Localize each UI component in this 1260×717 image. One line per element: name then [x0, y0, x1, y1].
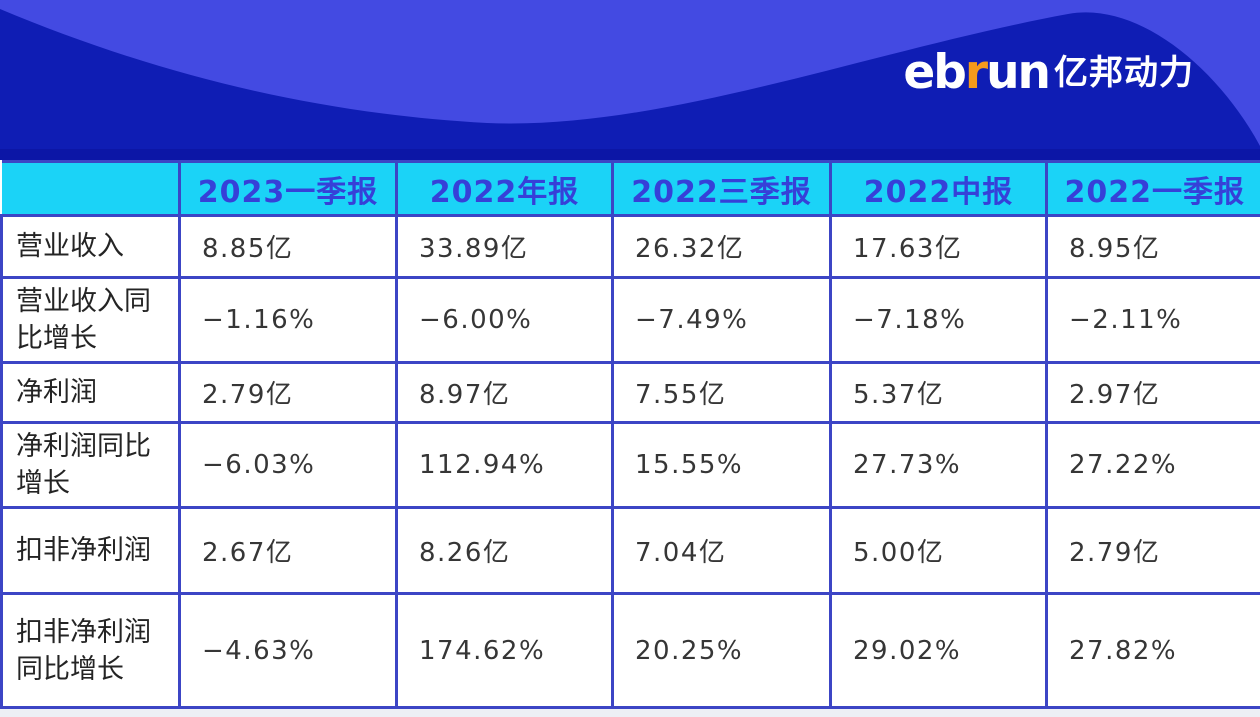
row-metric-label: 营业收入	[2, 216, 180, 278]
table-cell: 2.67亿	[180, 508, 397, 594]
row-metric-label: 净利润	[2, 363, 180, 423]
table-row: 净利润同比增长 −6.03% 112.94% 15.55% 27.73% 27.…	[2, 423, 1260, 508]
ebrun-logo-chinese: 亿邦动力	[1054, 56, 1194, 90]
table-cell: 33.89亿	[397, 216, 613, 278]
table-cell: 8.85亿	[180, 216, 397, 278]
table-cell: −6.00%	[397, 278, 613, 363]
row-metric-label: 净利润同比增长	[2, 423, 180, 508]
table-cell: 112.94%	[397, 423, 613, 508]
table-row: 营业收入 8.85亿 33.89亿 26.32亿 17.63亿 8.95亿	[2, 216, 1260, 278]
table-cell: −4.63%	[180, 594, 397, 708]
table-cell: 5.37亿	[831, 363, 1047, 423]
table-cell: 29.02%	[831, 594, 1047, 708]
financial-table: 2023一季报 2022年报 2022三季报 2022中报 2022一季报 营业…	[0, 160, 1260, 709]
table-cell: 17.63亿	[831, 216, 1047, 278]
table-cell: 27.73%	[831, 423, 1047, 508]
header-cell-period-2022h1: 2022中报	[831, 162, 1047, 216]
table-cell: −7.18%	[831, 278, 1047, 363]
row-metric-label: 扣非净利润同比增长	[2, 594, 180, 708]
table-cell: 8.26亿	[397, 508, 613, 594]
ebrun-logo-latin: ebrun	[903, 49, 1049, 96]
table-cell: 27.22%	[1047, 423, 1260, 508]
table-cell: 2.79亿	[1047, 508, 1260, 594]
header-cell-period-2022fy: 2022年报	[397, 162, 613, 216]
table-row: 净利润 2.79亿 8.97亿 7.55亿 5.37亿 2.97亿	[2, 363, 1260, 423]
header-banner: ebrun 亿邦动力	[0, 0, 1260, 160]
table-cell: 5.00亿	[831, 508, 1047, 594]
table-body: 营业收入 8.85亿 33.89亿 26.32亿 17.63亿 8.95亿 营业…	[2, 216, 1260, 708]
table-cell: 26.32亿	[613, 216, 831, 278]
table-cell: −6.03%	[180, 423, 397, 508]
table-cell: −7.49%	[613, 278, 831, 363]
logo-text-un: un	[986, 45, 1049, 100]
logo-text-r-accent: r	[965, 45, 986, 100]
table-row: 扣非净利润 2.67亿 8.26亿 7.04亿 5.00亿 2.79亿	[2, 508, 1260, 594]
ebrun-logo: ebrun 亿邦动力	[903, 49, 1194, 96]
row-metric-label: 营业收入同比增长	[2, 278, 180, 363]
header-cell-period-2022q1: 2022一季报	[1047, 162, 1260, 216]
table-cell: 2.79亿	[180, 363, 397, 423]
table-cell: −1.16%	[180, 278, 397, 363]
table-cell: 15.55%	[613, 423, 831, 508]
table-cell: 7.04亿	[613, 508, 831, 594]
table-cell: 2.97亿	[1047, 363, 1260, 423]
header-cell-period-2022q3: 2022三季报	[613, 162, 831, 216]
table-cell: 174.62%	[397, 594, 613, 708]
table-cell: −2.11%	[1047, 278, 1260, 363]
table-cell: 8.95亿	[1047, 216, 1260, 278]
header-cell-corner	[2, 162, 180, 216]
table-cell: 20.25%	[613, 594, 831, 708]
header-cell-period-2023q1: 2023一季报	[180, 162, 397, 216]
table-header-row: 2023一季报 2022年报 2022三季报 2022中报 2022一季报	[2, 162, 1260, 216]
table-row: 扣非净利润同比增长 −4.63% 174.62% 20.25% 29.02% 2…	[2, 594, 1260, 708]
table-cell: 27.82%	[1047, 594, 1260, 708]
table-cell: 8.97亿	[397, 363, 613, 423]
logo-text-eb: eb	[903, 45, 965, 100]
bottom-strip	[0, 709, 1260, 717]
row-metric-label: 扣非净利润	[2, 508, 180, 594]
table-cell: 7.55亿	[613, 363, 831, 423]
table-row: 营业收入同比增长 −1.16% −6.00% −7.49% −7.18% −2.…	[2, 278, 1260, 363]
